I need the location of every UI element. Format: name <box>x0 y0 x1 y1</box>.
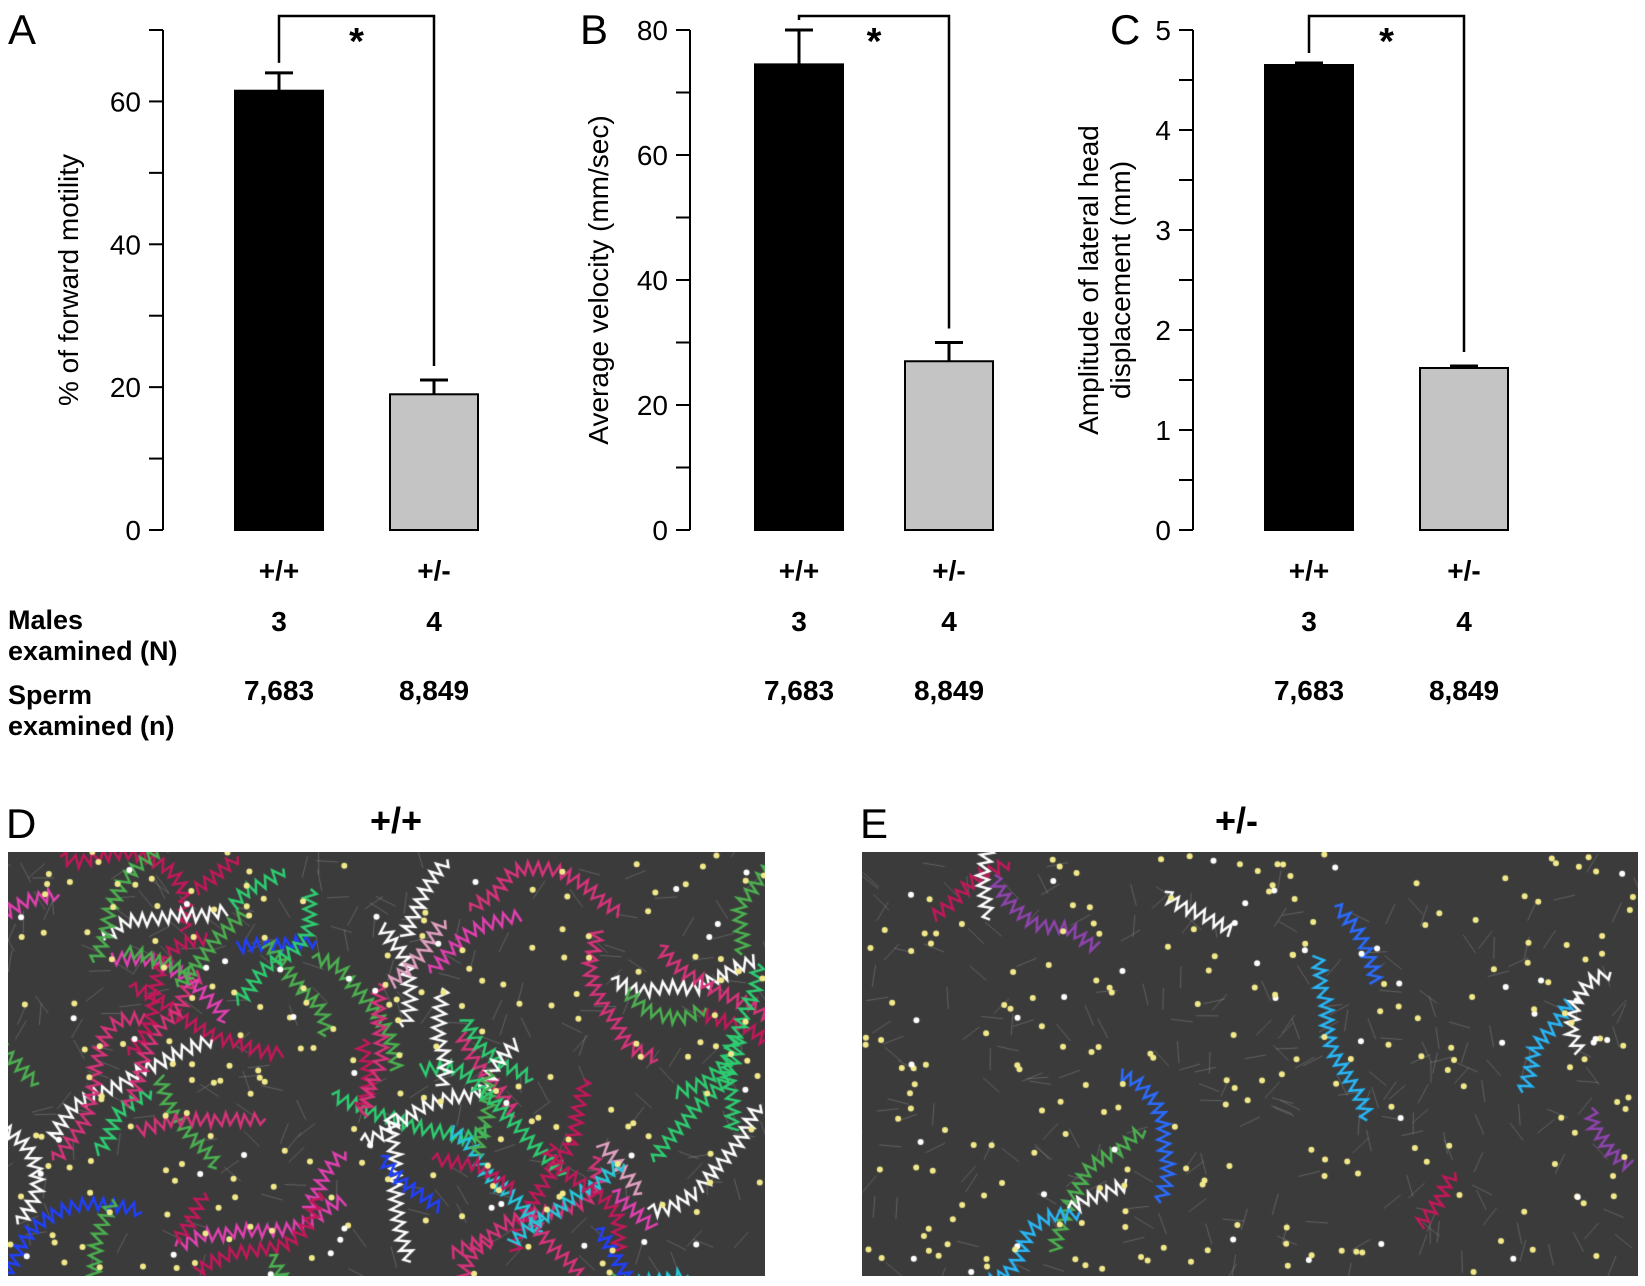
y-tick-label-c: 0 <box>1155 515 1171 546</box>
sperm-examined-label: Sperm examined (n) <box>8 680 175 742</box>
y-tick-label-b: 40 <box>637 265 668 296</box>
y-tick-label-a: 40 <box>110 229 141 260</box>
bar-a-wt <box>234 89 324 531</box>
bar-b-het <box>904 360 994 531</box>
x-label-a: +/- <box>417 555 450 586</box>
significance-bracket-a <box>277 14 436 366</box>
y-tick-label-c: 3 <box>1155 215 1171 246</box>
y-tick-label-a: 20 <box>110 372 141 403</box>
sperm-count-b: 7,683 <box>764 675 834 706</box>
sperm-label-line-2: examined (n) <box>8 711 175 741</box>
significance-bracket-b <box>797 14 951 329</box>
y-axis-label-a: % of forward motility <box>53 154 84 406</box>
significance-star-c: * <box>1379 21 1394 63</box>
males-count-a: 4 <box>426 606 442 637</box>
panel-letter-d: D <box>6 800 37 847</box>
y-tick-label-b: 80 <box>637 15 668 46</box>
micrograph-wild-type <box>8 852 765 1276</box>
sperm-label-line-1: Sperm <box>8 680 93 710</box>
panel-letter-c: C <box>1110 6 1141 53</box>
y-tick-label-b: 60 <box>637 140 668 171</box>
y-tick-label-b: 20 <box>637 390 668 421</box>
males-count-b: 4 <box>941 606 957 637</box>
x-label-b: +/+ <box>779 555 819 586</box>
males-count-a: 3 <box>271 606 287 637</box>
males-count-c: 3 <box>1301 606 1317 637</box>
y-axis-label-c: Amplitude of lateral head <box>1073 125 1104 435</box>
y-tick-label-b: 0 <box>652 515 668 546</box>
x-label-c: +/+ <box>1289 555 1329 586</box>
bar-c-wt <box>1264 64 1354 531</box>
significance-star-a: * <box>349 21 364 63</box>
y-axis-label-b: Average velocity (mm/sec) <box>583 115 614 444</box>
x-label-a: +/+ <box>259 555 299 586</box>
panel-e-title: +/- <box>1215 800 1259 841</box>
males-count-c: 4 <box>1456 606 1472 637</box>
y-tick-label-c: 2 <box>1155 315 1171 346</box>
males-examined-label: Males examined (N) <box>8 605 178 667</box>
y-tick-label-a: 0 <box>125 515 141 546</box>
x-label-b: +/- <box>932 555 965 586</box>
y-tick-label-c: 5 <box>1155 15 1171 46</box>
significance-bracket-c <box>1307 14 1466 352</box>
panel-letter-b: B <box>580 6 609 53</box>
sperm-count-b: 8,849 <box>914 675 984 706</box>
y-tick-label-a: 60 <box>110 86 141 117</box>
y-tick-label-c: 4 <box>1155 115 1171 146</box>
sperm-count-c: 7,683 <box>1274 675 1344 706</box>
panel-letter-a: A <box>8 6 37 53</box>
panel-letter-e: E <box>860 800 889 847</box>
sperm-count-c: 8,849 <box>1429 675 1499 706</box>
males-label-line-2: examined (N) <box>8 636 178 666</box>
males-label-line-1: Males <box>8 605 84 635</box>
x-label-c: +/- <box>1447 555 1480 586</box>
bar-b-wt <box>754 63 844 531</box>
males-count-b: 3 <box>791 606 807 637</box>
bar-c-het <box>1419 367 1509 531</box>
y-axis-label-c: displacement (mm) <box>1105 161 1136 399</box>
bar-a-het <box>389 393 479 531</box>
y-tick-label-c: 1 <box>1155 415 1171 446</box>
sperm-count-a: 7,683 <box>244 675 314 706</box>
panel-d-title: +/+ <box>370 800 423 841</box>
significance-star-b: * <box>867 21 882 63</box>
micrograph-heterozygous <box>862 852 1638 1276</box>
sperm-count-a: 8,849 <box>399 675 469 706</box>
